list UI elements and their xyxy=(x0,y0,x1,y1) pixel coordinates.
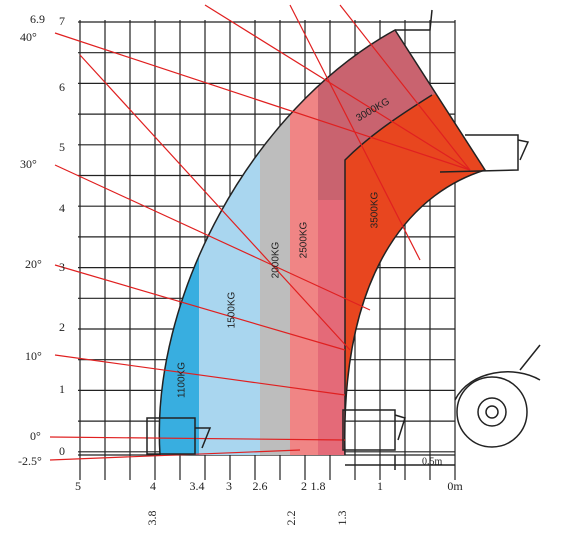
x-label: 1.8 xyxy=(311,479,326,493)
zone-edge xyxy=(344,94,433,455)
y-label: 3 xyxy=(59,260,65,274)
x-label: 1 xyxy=(377,479,383,493)
y-label: 5 xyxy=(59,140,65,154)
zone-label: 3500KG xyxy=(370,191,381,228)
y-label: 1 xyxy=(59,382,65,396)
x-label: 3.4 xyxy=(190,479,205,493)
y-label: 4 xyxy=(59,201,65,215)
envelope xyxy=(158,29,487,456)
zone-label: 1100KG xyxy=(177,362,188,398)
angle-label: 0° xyxy=(30,429,41,443)
y-label: 0 xyxy=(59,444,65,458)
angle-label: 10° xyxy=(25,349,42,363)
x-sub-label: 3.8 xyxy=(145,511,159,526)
x-label: 0m xyxy=(447,479,463,493)
angle-label: 40° xyxy=(20,30,37,44)
x-label: 2.6 xyxy=(253,479,268,493)
angle-label: 20° xyxy=(25,257,42,271)
zone-label: 2500KG xyxy=(299,221,310,258)
x-sub-label: 1.3 xyxy=(335,511,349,526)
zone-2000 xyxy=(260,30,290,455)
angle-label: 30° xyxy=(20,157,37,171)
zone-label: 2000KG xyxy=(271,241,282,278)
x-label: 4 xyxy=(150,479,156,493)
y-label: 7 xyxy=(59,14,65,28)
x-label: 5 xyxy=(75,479,81,493)
dimension-label: 0.5m xyxy=(422,456,443,467)
y-label: 2 xyxy=(59,320,65,334)
angle-label: -2.5° xyxy=(18,454,42,468)
angle-lines xyxy=(49,4,471,461)
x-sub-label: 2.2 xyxy=(284,511,298,526)
x-label: 3 xyxy=(226,479,232,493)
vehicle xyxy=(146,9,541,470)
x-label: 2 xyxy=(301,479,307,493)
zone-label: 1500KG xyxy=(227,291,238,328)
y-top-label: 6.9 xyxy=(30,12,45,26)
y-label: 6 xyxy=(59,80,65,94)
